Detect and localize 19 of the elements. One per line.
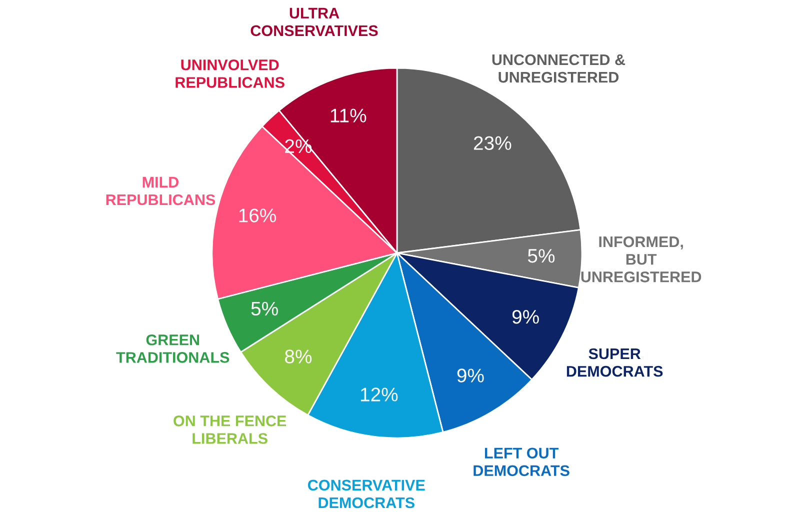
data-label: 11% [330,108,366,122]
slice-label: GREEN TRADITIONALS [116,334,230,363]
slice-label: INFORMED, BUT UNREGISTERED [581,236,702,282]
data-label: 12% [360,388,398,402]
data-label: 9% [457,368,484,382]
data-label: 8% [285,350,312,364]
slice-label: UNINVOLVED REPUBLICANS [176,59,284,88]
data-label: 5% [251,302,278,316]
data-label: 5% [528,249,555,263]
slice-label: CONSERVATIVE DEMOCRATS [308,480,425,508]
data-label: 9% [512,310,539,324]
slice-label: UNCONNECTED & UNREGISTERED [492,54,626,83]
data-label: 16% [239,208,276,222]
data-label: 23% [474,136,512,150]
slice-label: SUPER DEMOCRATS [566,348,663,377]
slice-label: LEFT OUT DEMOCRATS [474,448,570,476]
slice-label: ON THE FENCE LIBERALS [174,416,286,444]
slice-label: ULTRA CONSERVATIVES [250,8,378,36]
slice-label: MILD REPUBLICANS [106,176,216,206]
